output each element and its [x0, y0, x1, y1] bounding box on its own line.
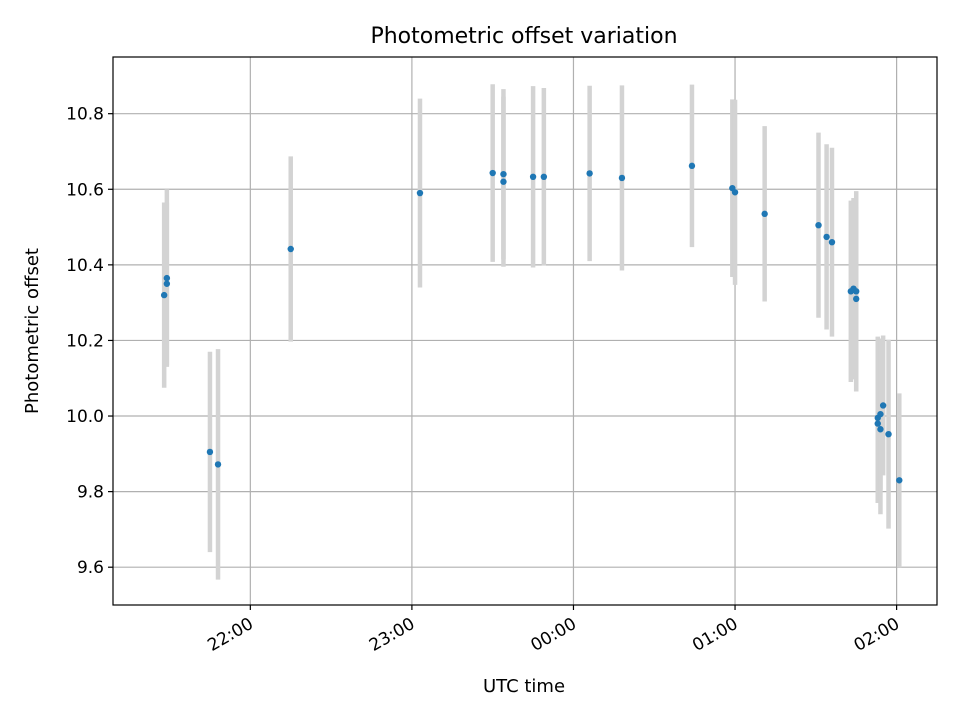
y-tick-label: 10.4	[66, 256, 104, 276]
data-point	[160, 291, 168, 299]
data-point	[586, 170, 593, 177]
y-axis-ticks: 9.6 9.8 10.0 10.2 10.4 10.6 10.8	[66, 105, 113, 578]
data-point	[731, 189, 739, 196]
y-tick-label: 10.6	[66, 180, 104, 200]
data-point	[879, 402, 887, 409]
y-tick-label: 9.6	[77, 558, 104, 578]
data-point	[874, 420, 881, 427]
points	[160, 162, 903, 484]
data-point	[828, 238, 836, 246]
data-point	[500, 178, 507, 185]
data-point	[540, 173, 548, 181]
data-point	[853, 288, 860, 295]
data-point	[489, 169, 496, 177]
y-tick-label: 9.8	[77, 483, 104, 503]
data-point	[163, 280, 171, 287]
data-point	[688, 162, 696, 170]
chart-title: Photometric offset variation	[370, 24, 677, 49]
data-point	[500, 170, 507, 178]
data-point	[877, 410, 884, 418]
grid	[113, 57, 937, 605]
data-point	[853, 295, 860, 303]
data-point	[885, 430, 892, 438]
axes-frame	[112, 56, 938, 606]
y-tick-label: 10.0	[66, 407, 104, 427]
data-point	[214, 461, 222, 468]
data-point	[896, 477, 903, 484]
data-point	[815, 221, 822, 229]
data-point	[529, 173, 537, 181]
data-point	[823, 233, 830, 241]
data-point	[416, 189, 424, 197]
data-point	[163, 274, 171, 282]
data-point	[287, 245, 294, 253]
data-point	[877, 426, 884, 433]
data-point	[206, 448, 214, 456]
data-point	[618, 174, 626, 182]
x-axis-label: UTC time	[483, 676, 565, 697]
data-point	[761, 210, 768, 218]
y-axis-label: Photometric offset	[22, 248, 43, 414]
y-tick-label: 10.8	[66, 105, 104, 125]
y-tick-label: 10.2	[66, 331, 104, 351]
